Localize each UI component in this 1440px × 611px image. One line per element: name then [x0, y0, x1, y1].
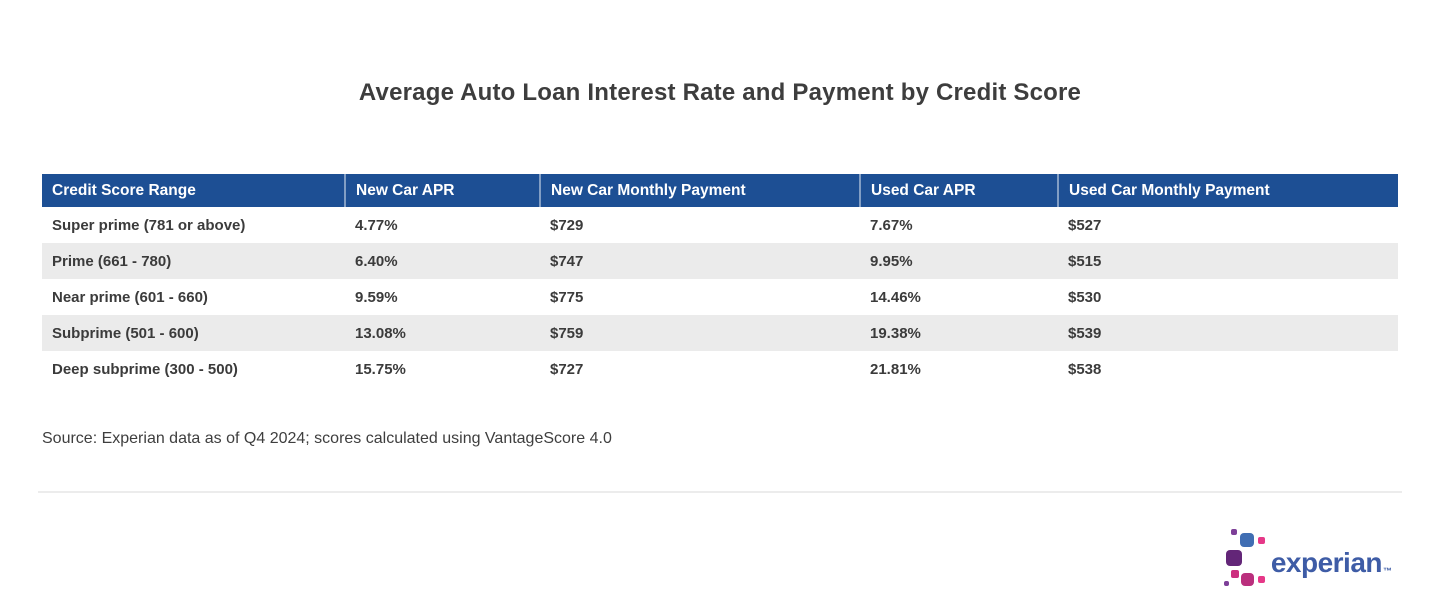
column-header: Credit Score Range: [42, 174, 345, 207]
divider: [38, 491, 1402, 493]
table-cell: $759: [540, 315, 860, 351]
table-cell: 7.67%: [870, 216, 913, 234]
table-cell: $527: [1068, 216, 1102, 234]
auto-loan-table: Credit Score Range New Car APR New Car Mon…: [42, 174, 1398, 387]
table-row: Prime (661 - 780) 6.40% $747 9.95% $515: [42, 243, 1398, 279]
table-row: Subprime (501 - 600) 13.08% $759 19.38% $539: [42, 315, 1398, 351]
table-row: Near prime (601 - 660) 9.59% $775 14.46% $53…: [42, 279, 1398, 315]
table-header: Credit Score Range New Car APR New Car Mon…: [42, 174, 1398, 207]
table-body: Super prime (781 or above) 4.77% $729 7.67%…: [42, 207, 1398, 387]
table-cell: 6.40%: [345, 243, 540, 279]
logo-dot-icon: [1240, 573, 1254, 586]
source-note: Source: Experian data as of Q4 2024; sco…: [42, 430, 612, 447]
logo-dot-icon: [1225, 550, 1242, 566]
table-cell: $727: [550, 360, 584, 378]
page-title: Average Auto Loan Interest Rate and Paym…: [358, 79, 1082, 106]
table-cell: 9.59%: [355, 288, 398, 306]
table-cell: 13.08%: [345, 315, 540, 351]
table-cell: Subprime (501 - 600): [42, 315, 345, 351]
logo-dot-icon: [1230, 529, 1237, 535]
table-cell: Near prime (601 - 660): [52, 288, 208, 306]
table-cell: 21.81%: [870, 360, 921, 378]
table-cell: Deep subprime (300 - 500): [52, 360, 238, 378]
logo-dot-icon: [1257, 576, 1265, 583]
table-cell: $530: [1068, 288, 1102, 306]
table-cell: $747: [540, 243, 860, 279]
column-header: New Car Monthly Payment: [539, 174, 860, 207]
table-cell: 19.38%: [860, 315, 1058, 351]
page: Average Auto Loan Interest Rate and Paym…: [38, 79, 1402, 586]
table-header-row: Credit Score Range New Car APR New Car Mon…: [42, 174, 1398, 207]
logo-dot-icon: [1223, 581, 1229, 586]
table-cell: 15.75%: [355, 360, 406, 378]
column-header: Used Car APR: [859, 174, 1058, 207]
table-cell: Super prime (781 or above): [52, 216, 246, 234]
table-cell: $775: [550, 288, 584, 306]
experian-logo: experian ™: [1223, 527, 1392, 587]
table-cell: 4.77%: [355, 216, 398, 234]
logo-dot-icon: [1257, 537, 1265, 544]
experian-dots-icon: [1223, 527, 1270, 587]
table-cell: 9.95%: [860, 243, 1058, 279]
column-header: New Car APR: [344, 174, 540, 207]
experian-wordmark: experian: [1270, 547, 1383, 578]
table-cell: 14.46%: [870, 288, 921, 306]
table-cell: $538: [1068, 360, 1102, 378]
column-header: Used Car Monthly Payment: [1057, 174, 1398, 207]
logo-dot-icon: [1239, 533, 1254, 547]
table-cell: $539: [1058, 315, 1398, 351]
table-cell: $729: [550, 216, 584, 234]
table-cell: $515: [1058, 243, 1398, 279]
table-row: Super prime (781 or above) 4.77% $729 7.67%…: [42, 207, 1398, 243]
trademark-symbol: ™: [1383, 566, 1392, 576]
logo-dot-icon: [1230, 570, 1239, 578]
table-cell: Prime (661 - 780): [42, 243, 345, 279]
table-row: Deep subprime (300 - 500) 15.75% $727 21.81…: [42, 351, 1398, 387]
